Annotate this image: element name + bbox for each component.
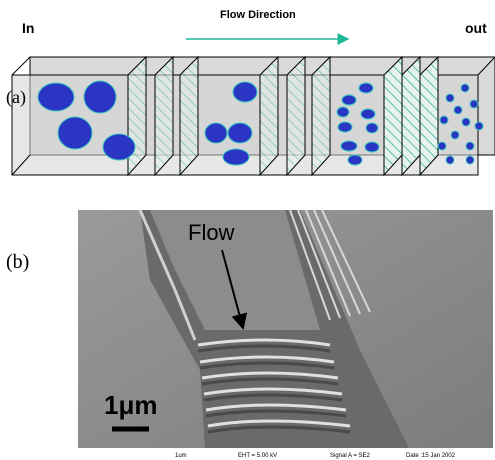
footer-text: 1um [175,453,187,459]
flow-label: Flow [188,220,235,245]
footer-text: Signal A = SE2 [330,453,371,459]
cell [359,83,373,93]
outlet-label: out [465,20,487,36]
cell [348,155,362,165]
membrane [420,57,438,175]
cell [84,81,116,113]
cell [338,122,352,132]
cell [337,107,349,117]
scale-bar-label: 1μm [104,390,158,420]
cell [341,141,357,151]
cell [366,123,378,133]
cell [58,117,92,149]
cell [233,82,257,102]
membrane [260,57,278,175]
cell [454,106,462,114]
cell [103,134,135,160]
cell [38,83,74,111]
cell [223,149,249,165]
figure: In Flow Direction out (a) (b) Flow 1μm 1… [0,0,495,460]
membrane [128,57,146,175]
cell [205,123,227,143]
flow-direction-label: Flow Direction [220,9,296,21]
cell [446,156,454,164]
cell [470,100,478,108]
panel-b-label: (b) [6,251,29,273]
cell [461,84,469,92]
cell [438,142,446,150]
cell [466,156,474,164]
footer-text: Date :15 Jan 2002 [406,453,456,459]
membrane [312,57,330,175]
cell [475,122,483,130]
cell [446,94,454,102]
box-edge [12,57,30,75]
cell [342,95,356,105]
cell [228,123,252,143]
cell [466,142,474,150]
cell [361,109,375,119]
membrane [287,57,305,175]
cell [365,142,379,152]
membrane [180,57,198,175]
panel-a-label: (a) [6,87,26,108]
cell [440,116,448,124]
inlet-label: In [22,20,34,36]
membrane [384,57,402,175]
cell [462,118,470,126]
membrane [402,57,420,175]
footer-text: EHT = 5.00 kV [238,453,277,459]
cell [451,131,459,139]
membrane [155,57,173,175]
